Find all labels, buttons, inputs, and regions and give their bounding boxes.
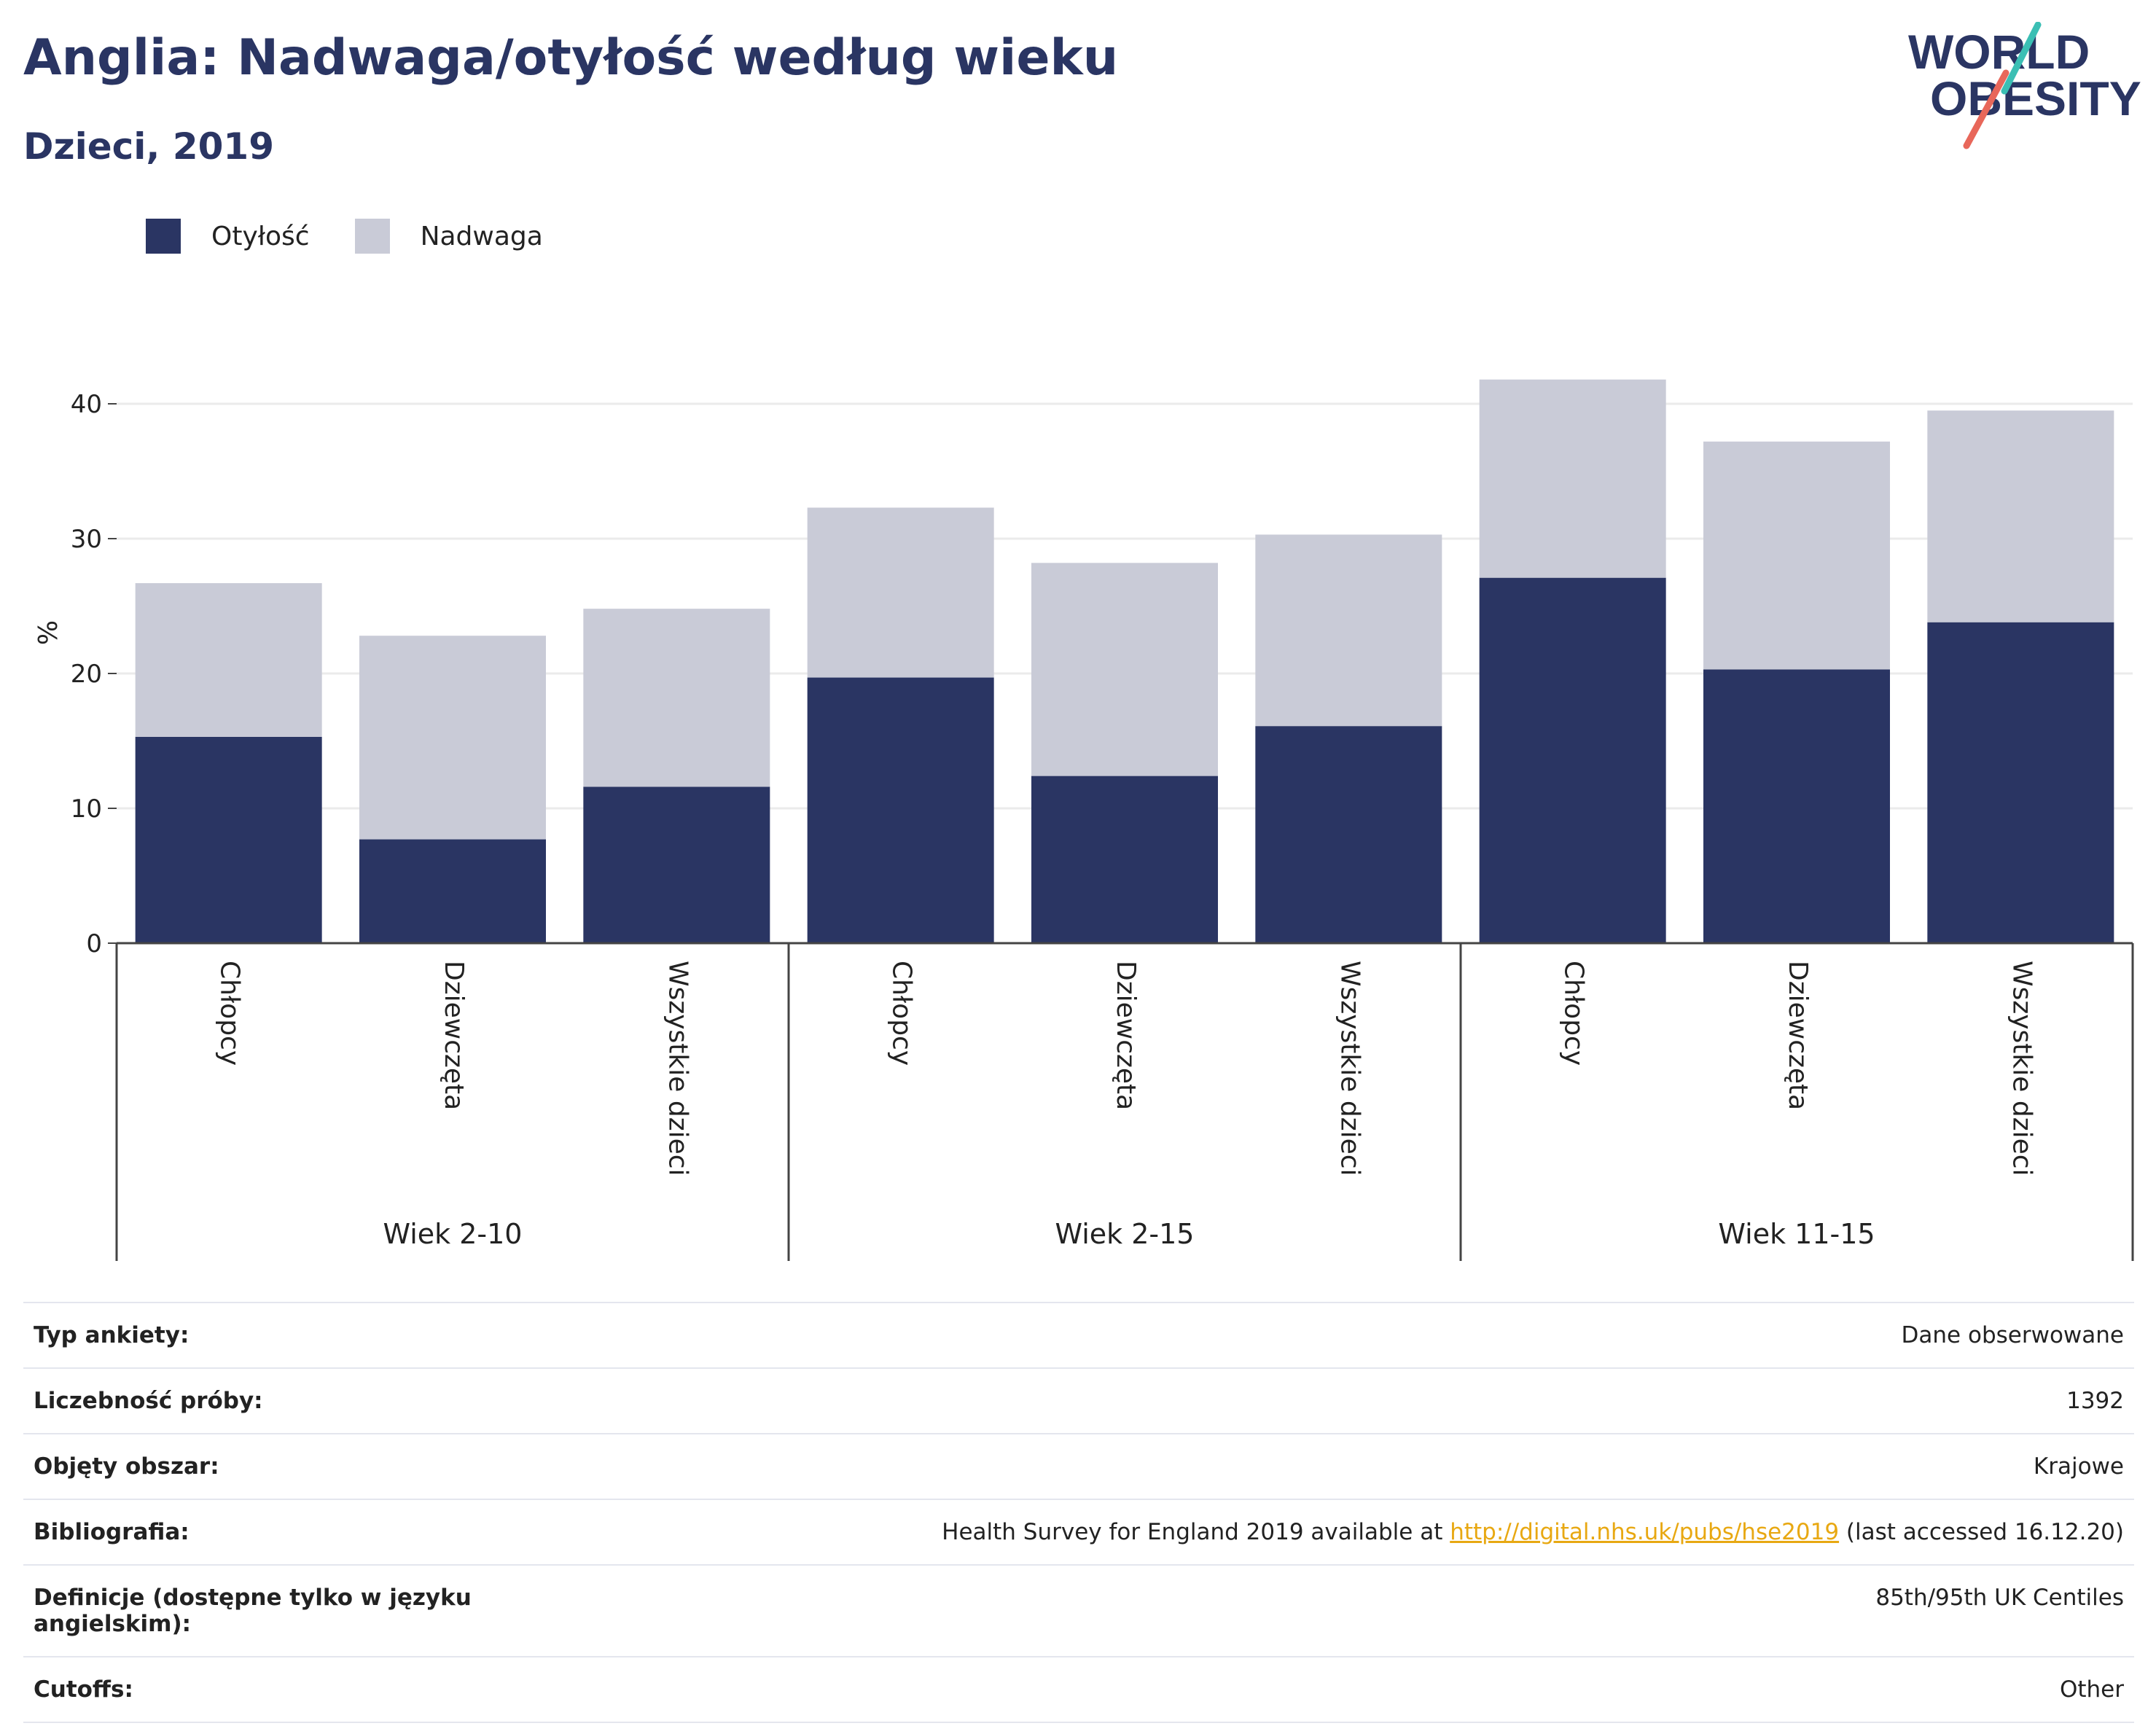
bar-overweight: [135, 583, 322, 737]
info-table: Typ ankiety: Dane obserwowane Liczebność…: [23, 1302, 2134, 1723]
logo-word-world: WORLD: [1908, 25, 2090, 79]
bar-overweight: [1255, 534, 1442, 727]
bar-obesity: [583, 786, 770, 943]
info-label: Typ ankiety:: [23, 1302, 496, 1368]
y-tick-label: 30: [71, 525, 102, 554]
bibliography-link[interactable]: http://digital.nhs.uk/pubs/hse2019: [1450, 1519, 1840, 1545]
legend-label-overweight: Nadwaga: [420, 221, 543, 251]
bar-obesity: [359, 839, 546, 943]
info-label: Liczebność próby:: [23, 1367, 496, 1434]
legend-item-overweight[interactable]: Nadwaga: [354, 219, 543, 254]
bar-obesity: [807, 677, 994, 943]
info-row-area: Objęty obszar: Krajowe: [23, 1433, 2134, 1499]
info-row-bibliography: Bibliografia: Health Survey for England …: [23, 1499, 2134, 1565]
info-value: 85th/95th UK Centiles: [496, 1564, 2134, 1657]
info-label: Objęty obszar:: [23, 1433, 496, 1499]
logo-slash-coral: [1963, 69, 2009, 149]
bibliography-accessed: (last accessed 16.12.20): [1839, 1519, 2124, 1545]
info-label: Cutoffs:: [23, 1656, 496, 1723]
bar-obesity: [1703, 669, 1890, 943]
y-tick-label: 0: [86, 929, 102, 958]
chart-legend: Otyłość Nadwaga: [146, 216, 588, 257]
logo-word-obesity: OBESITY: [1930, 71, 2141, 125]
chart-title: Anglia: Nadwaga/otyłość według wieku: [23, 29, 1119, 87]
bar-overweight: [1703, 441, 1890, 670]
bar-obesity: [1927, 622, 2114, 943]
info-label: Bibliografia:: [23, 1499, 496, 1565]
chart-subtitle: Dzieci, 2019: [23, 125, 274, 168]
info-value: Dane obserwowane: [496, 1302, 2134, 1368]
bar-overweight: [359, 636, 546, 840]
bar-obesity: [1031, 776, 1218, 943]
logo-slash-teal: [2001, 22, 2042, 95]
legend-item-obesity[interactable]: Otyłość: [146, 219, 310, 254]
bar-overweight: [1479, 379, 1666, 578]
info-value: Krajowe: [496, 1433, 2134, 1499]
info-row-survey-type: Typ ankiety: Dane obserwowane: [23, 1302, 2134, 1368]
info-label: Definicje (dostępne tylko w języku angie…: [23, 1564, 496, 1657]
info-value: Other: [496, 1656, 2134, 1723]
legend-label-obesity: Otyłość: [211, 221, 310, 251]
y-tick-label: 40: [71, 390, 102, 419]
x-category-label: Chłopcy: [215, 961, 245, 1066]
x-category-label: Wszystkie dzieci: [1335, 961, 1364, 1176]
x-category-label: Wszystkie dzieci: [663, 961, 692, 1176]
bar-overweight: [807, 507, 994, 678]
y-axis-label: %: [34, 620, 63, 645]
bar-overweight: [583, 609, 770, 787]
bar-chart: 0 10 20 30 40% Chłopcy Dziewczęta Wszystkie dzi…: [34, 379, 2134, 1261]
x-category-label: Dziewczęta: [439, 961, 469, 1110]
x-category-label: Dziewczęta: [1783, 961, 1813, 1110]
info-value: 1392: [496, 1367, 2134, 1434]
bar-overweight: [1927, 410, 2114, 622]
x-category-label: Wszystkie dzieci: [2007, 961, 2036, 1176]
x-group-label: Wiek 11-15: [1718, 1218, 1875, 1250]
y-tick-label: 10: [71, 794, 102, 824]
info-row-cutoffs: Cutoffs: Other: [23, 1656, 2134, 1723]
x-group-label: Wiek 2-15: [1055, 1218, 1194, 1250]
legend-swatch-obesity: [146, 219, 181, 254]
bar-obesity: [135, 736, 322, 943]
bar-overweight: [1031, 563, 1218, 776]
x-category-label: Dziewczęta: [1111, 961, 1141, 1110]
x-category-label: Chłopcy: [887, 961, 917, 1066]
bar-obesity: [1479, 577, 1666, 943]
legend-swatch-overweight: [354, 219, 390, 254]
info-row-definitions: Definicje (dostępne tylko w języku angie…: [23, 1564, 2134, 1657]
y-tick-label: 20: [71, 660, 102, 689]
info-row-sample-size: Liczebność próby: 1392: [23, 1367, 2134, 1434]
bar-obesity: [1255, 726, 1442, 943]
info-value: Health Survey for England 2019 available…: [496, 1499, 2134, 1565]
world-obesity-logo: WORLD OBESITY: [1908, 22, 2141, 149]
x-category-label: Chłopcy: [1559, 961, 1589, 1066]
x-group-label: Wiek 2-10: [383, 1218, 522, 1250]
bibliography-text: Health Survey for England 2019 available…: [942, 1519, 1450, 1545]
